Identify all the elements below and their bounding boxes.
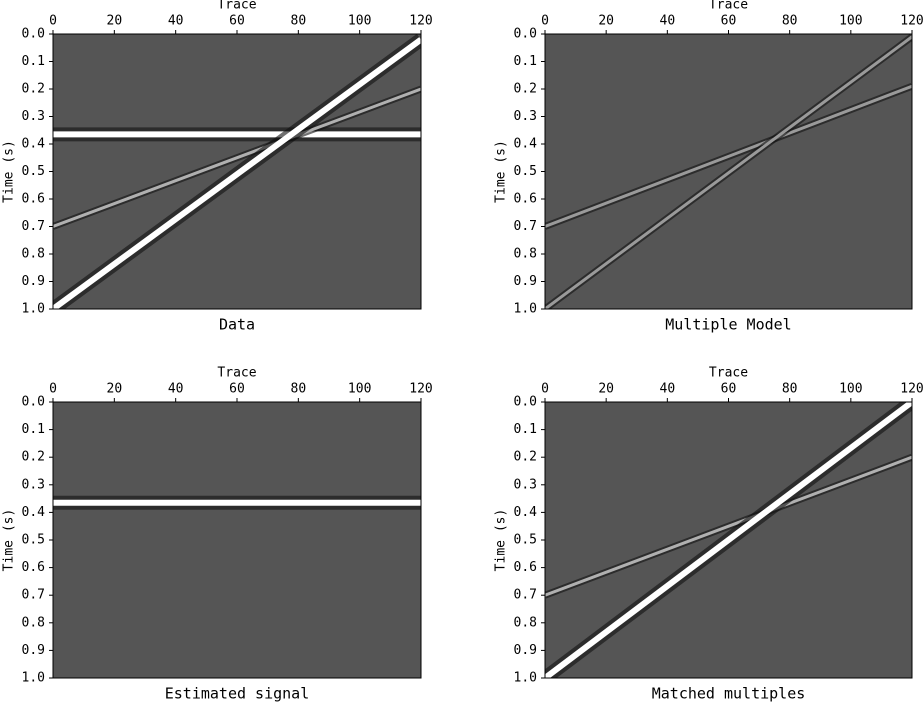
panel-caption: Multiple Model — [665, 316, 791, 334]
y-tick-label: 0.3 — [22, 477, 45, 492]
y-tick-label: 0.7 — [22, 219, 45, 234]
y-tick-label: 0.9 — [22, 274, 45, 289]
y-tick-label: 0.5 — [22, 164, 45, 179]
x-tick-label: 80 — [782, 382, 798, 397]
x-tick-label: 100 — [348, 382, 371, 397]
y-tick-label: 1.0 — [514, 671, 537, 686]
x-axis-label: Trace — [217, 0, 256, 13]
event — [53, 37, 421, 309]
event — [545, 402, 912, 678]
y-tick-label: 0.3 — [22, 109, 45, 124]
y-tick-label: 0.7 — [514, 219, 537, 234]
y-tick-label: 0.4 — [514, 505, 538, 520]
x-tick-label: 60 — [721, 14, 737, 29]
events — [545, 34, 912, 309]
y-axis-label: Time (s) — [494, 140, 509, 203]
y-tick-label: 1.0 — [22, 671, 45, 686]
panel-caption: Data — [219, 316, 255, 334]
plot-background — [53, 402, 421, 678]
y-tick-label: 0.5 — [514, 164, 537, 179]
panel: 0 20 40 60 80 100 120 0.0 0.1 0.2 0.3 0.4 0.5 0.6 0.7 0… — [494, 366, 924, 703]
x-tick-label: 0 — [49, 14, 57, 29]
y-tick-label: 0.0 — [514, 27, 537, 42]
y-tick-label: 0.4 — [22, 505, 46, 520]
y-tick-label: 0.1 — [22, 422, 45, 437]
y-tick-label: 0.2 — [22, 450, 45, 465]
y-tick-label: 0.8 — [22, 247, 45, 262]
event — [545, 35, 912, 309]
y-tick-label: 0.1 — [514, 422, 537, 437]
y-axis-label: Time (s) — [2, 509, 17, 572]
y-tick-label: 0.2 — [514, 82, 537, 97]
panel: 0 20 40 60 80 100 120 0.0 0.1 0.2 0.3 0.4 0.5 0.6 0.7 0… — [2, 366, 433, 703]
x-axis-label: Trace — [709, 0, 748, 13]
y-tick-label: 0.0 — [22, 395, 45, 410]
x-tick-label: 120 — [900, 382, 923, 397]
x-tick-label: 40 — [168, 382, 184, 397]
x-tick-label: 20 — [107, 14, 123, 29]
x-tick-label: 120 — [409, 14, 432, 29]
events — [53, 34, 421, 309]
x-tick-label: 20 — [107, 382, 123, 397]
y-tick-label: 0.4 — [514, 137, 538, 152]
y-tick-label: 0.6 — [514, 192, 537, 207]
x-tick-label: 60 — [721, 382, 737, 397]
y-tick-label: 0.7 — [22, 588, 45, 603]
y-tick-label: 0.2 — [22, 82, 45, 97]
x-tick-label: 60 — [229, 382, 245, 397]
x-tick-label: 120 — [900, 14, 923, 29]
y-axis-label: Time (s) — [494, 509, 509, 572]
y-tick-label: 0.3 — [514, 477, 537, 492]
x-axis-label: Trace — [217, 366, 256, 381]
events — [545, 402, 912, 678]
y-tick-label: 0.6 — [22, 560, 45, 575]
x-tick-label: 20 — [598, 14, 614, 29]
x-tick-label: 120 — [409, 382, 432, 397]
panel-caption: Matched multiples — [652, 685, 806, 703]
x-tick-label: 20 — [598, 382, 614, 397]
x-axis-label: Trace — [709, 366, 748, 381]
y-tick-label: 0.7 — [514, 588, 537, 603]
panel: 0 20 40 60 80 100 120 0.0 0.1 0.2 0.3 0.4 0.5 0.6 0.7 0… — [2, 0, 433, 334]
y-tick-label: 0.6 — [514, 560, 537, 575]
x-tick-label: 0 — [49, 382, 57, 397]
y-tick-label: 0.3 — [514, 109, 537, 124]
y-tick-label: 0.9 — [514, 643, 537, 658]
y-tick-label: 0.8 — [514, 247, 537, 262]
x-tick-label: 40 — [168, 14, 184, 29]
x-tick-label: 0 — [541, 382, 549, 397]
y-tick-label: 0.1 — [514, 54, 537, 69]
y-tick-label: 0.5 — [22, 533, 45, 548]
y-tick-label: 0.9 — [514, 274, 537, 289]
y-tick-label: 0.8 — [514, 615, 537, 630]
panel: 0 20 40 60 80 100 120 0.0 0.1 0.2 0.3 0.4 0.5 0.6 0.7 0… — [494, 0, 924, 334]
y-tick-label: 0.2 — [514, 450, 537, 465]
y-tick-label: 0.0 — [514, 395, 537, 410]
event — [545, 84, 912, 228]
panel-caption: Estimated signal — [165, 685, 310, 703]
x-tick-label: 80 — [291, 14, 307, 29]
y-tick-label: 0.5 — [514, 533, 537, 548]
event — [53, 87, 421, 228]
y-axis-label: Time (s) — [2, 140, 17, 203]
x-tick-label: 0 — [541, 14, 549, 29]
x-tick-label: 80 — [291, 382, 307, 397]
y-tick-label: 0.4 — [22, 137, 46, 152]
y-tick-label: 1.0 — [514, 302, 537, 317]
x-tick-label: 100 — [839, 382, 862, 397]
x-tick-label: 80 — [782, 14, 798, 29]
y-tick-label: 1.0 — [22, 302, 45, 317]
event — [545, 455, 912, 597]
x-tick-label: 100 — [348, 14, 371, 29]
x-tick-label: 100 — [839, 14, 862, 29]
x-tick-label: 40 — [660, 382, 676, 397]
x-tick-label: 60 — [229, 14, 245, 29]
y-tick-label: 0.8 — [22, 615, 45, 630]
x-tick-label: 40 — [660, 14, 676, 29]
y-tick-label: 0.0 — [22, 27, 45, 42]
y-tick-label: 0.1 — [22, 54, 45, 69]
y-tick-label: 0.9 — [22, 643, 45, 658]
y-tick-label: 0.6 — [22, 192, 45, 207]
